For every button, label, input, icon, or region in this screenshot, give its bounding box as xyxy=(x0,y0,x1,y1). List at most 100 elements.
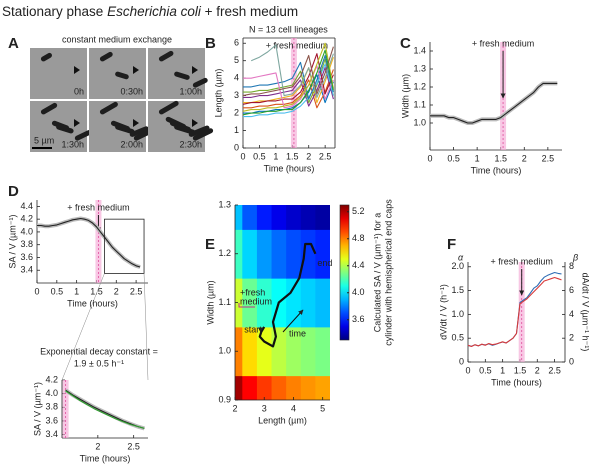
time-label: 2:00h xyxy=(120,139,143,149)
cell xyxy=(110,120,130,132)
heat-cell xyxy=(242,375,258,400)
y-tick-label: 1.3 xyxy=(218,199,231,209)
cell xyxy=(133,129,153,141)
heat-cell xyxy=(271,229,287,279)
y-tick-label: 0 xyxy=(234,142,239,152)
x-axis-label: Length (µm) xyxy=(258,415,307,425)
y-tick-label: 3.4 xyxy=(45,429,58,439)
medium-label: +fresh xyxy=(240,287,265,297)
heat-cell xyxy=(300,278,316,328)
series-band xyxy=(64,388,145,431)
y-tick-label: 1.5 xyxy=(451,285,464,295)
cell xyxy=(99,51,113,62)
y-tick-label: 3.4 xyxy=(20,265,33,275)
heat-cell xyxy=(315,326,330,377)
heat-cell xyxy=(235,278,243,328)
time-label: 1:00h xyxy=(179,86,202,96)
series-line xyxy=(242,42,334,112)
panel-letter: E xyxy=(205,236,215,253)
x-tick-label: 1 xyxy=(500,365,505,375)
y-axis-label: Width (µm) xyxy=(205,280,215,324)
arrowhead xyxy=(133,66,139,74)
series-line xyxy=(243,63,334,118)
time-label: 0h xyxy=(74,86,84,96)
x-tick-label: 2.5 xyxy=(548,365,561,375)
cell xyxy=(192,77,208,88)
series-line xyxy=(242,46,334,97)
x-tick-label: 2.5 xyxy=(130,286,143,296)
medium-bracket xyxy=(238,303,255,308)
heat-cell xyxy=(235,205,243,230)
y-axis-label: Length (µm) xyxy=(213,69,223,118)
y-tick-label: 4.4 xyxy=(20,201,33,211)
start-arrow xyxy=(258,327,264,333)
y-tick-label: 4 xyxy=(234,73,239,83)
x-tick-label: 3 xyxy=(262,403,267,413)
panel-letter: F xyxy=(447,236,456,253)
heat-cell xyxy=(286,278,302,328)
y-tick-label: 1.0 xyxy=(218,346,231,356)
time-label: 0:30h xyxy=(120,86,143,96)
annotation: N = 13 cell lineages xyxy=(249,24,328,34)
micrograph-caption: constant medium exchange xyxy=(62,34,172,44)
cell xyxy=(188,125,210,137)
heat-cell xyxy=(271,326,287,377)
x-tick-label: 2 xyxy=(95,441,100,451)
y-axis-label: SA / V (µm⁻¹) xyxy=(7,215,17,269)
time-label: time xyxy=(289,328,306,338)
y-tick-label: 1.3 xyxy=(413,63,426,73)
panel-letter: A xyxy=(8,35,19,52)
cell xyxy=(174,71,190,80)
x-tick-label: 2 xyxy=(306,151,311,161)
heat-cell xyxy=(286,375,302,400)
heat-cell xyxy=(235,326,243,377)
x-tick-label: 1 xyxy=(273,151,278,161)
y2-axis-label: dA/dt / V (µm⁻¹ h⁻¹) xyxy=(581,273,591,352)
y2-tick-label: 0 xyxy=(569,356,574,366)
x-tick-label: 1.5 xyxy=(494,153,507,163)
cell xyxy=(40,102,58,115)
x-tick-label: 0 xyxy=(427,153,432,163)
y-tick-label: 1 xyxy=(234,125,239,135)
x-tick-label: 4 xyxy=(291,403,296,413)
heat-cell xyxy=(315,278,330,328)
x-tick-label: 1.5 xyxy=(286,151,299,161)
heat-cell xyxy=(315,375,330,400)
heat-cell xyxy=(300,229,316,279)
y-tick-label: 5 xyxy=(234,55,239,65)
y-tick-label: 1.0 xyxy=(451,309,464,319)
y-tick-label: 3.6 xyxy=(20,252,33,262)
cell xyxy=(40,52,52,62)
colorbar-label: Calculated SA / V (µm⁻¹) for a xyxy=(372,213,382,332)
time-arrow xyxy=(282,309,304,333)
y-tick-label: 1.1 xyxy=(218,297,231,307)
y-tick-label: 4.2 xyxy=(20,214,33,224)
series-line xyxy=(430,82,558,124)
x-tick-label: 2 xyxy=(522,153,527,163)
panel-letter: B xyxy=(205,35,216,52)
heat-cell xyxy=(242,229,258,279)
zoom-connector xyxy=(61,273,105,381)
x-tick-label: 0.5 xyxy=(479,365,492,375)
y-tick-label: 1.1 xyxy=(413,99,426,109)
x-tick-label: 0 xyxy=(34,286,39,296)
series-line xyxy=(65,390,145,429)
y-axis-label: Width (µm) xyxy=(400,74,410,118)
heat-cell xyxy=(256,375,273,400)
end-label: end xyxy=(317,258,332,268)
panel-letter: D xyxy=(8,183,19,200)
heat-cell xyxy=(256,326,273,377)
heat-cell xyxy=(300,205,316,230)
cell xyxy=(51,120,70,131)
y2-symbol: β xyxy=(572,252,578,262)
x-tick-label: 2.5 xyxy=(542,153,555,163)
colorbar-label: cylinder with hemispherical end caps xyxy=(383,199,393,346)
y-tick-label: 0.9 xyxy=(218,394,231,404)
heat-cell xyxy=(256,205,273,230)
x-tick-label: 2 xyxy=(114,286,119,296)
heat-cell xyxy=(286,326,302,377)
cell xyxy=(99,101,118,115)
x-tick-label: 2.5 xyxy=(319,151,332,161)
series-line xyxy=(250,44,334,98)
